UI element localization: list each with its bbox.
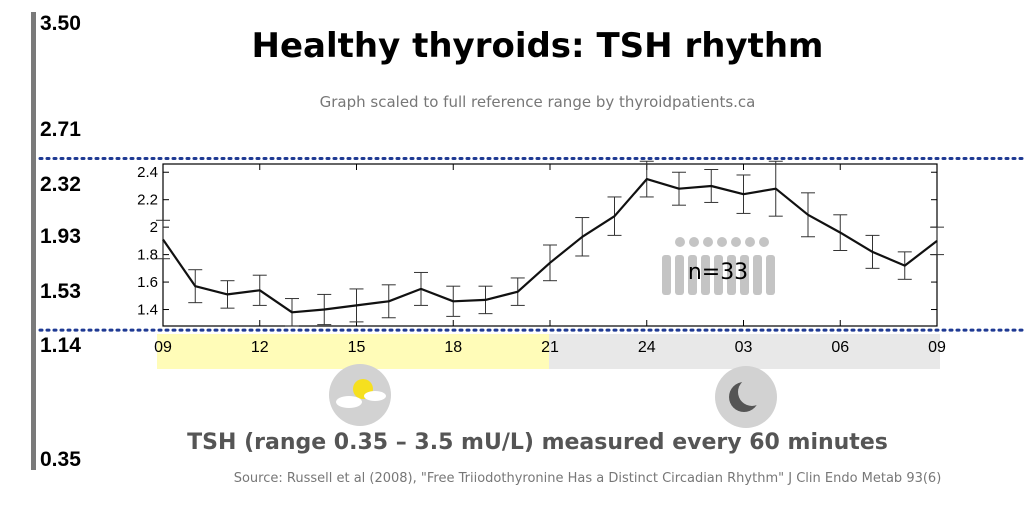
- x-tick-label: 09: [928, 339, 946, 356]
- y-tick-label: 1.4: [137, 302, 158, 319]
- x-axis-tick-labels: 09 12 15 18 21 24 03 06 09: [154, 339, 946, 356]
- range-scale-label: 2.32: [40, 173, 81, 196]
- x-tick-label: 15: [348, 339, 366, 356]
- y-tick-label: 2: [150, 219, 158, 236]
- reference-range-bar: [31, 12, 36, 470]
- daytime-band: [157, 334, 549, 369]
- range-scale-label: 2.71: [40, 118, 81, 141]
- chart-title: Healthy thyroids: TSH rhythm: [251, 26, 824, 66]
- range-scale-label: 3.50: [40, 12, 81, 35]
- x-tick-label: 12: [251, 339, 269, 356]
- sun-behind-cloud-icon: [329, 364, 391, 426]
- y-tick-label: 2.2: [137, 192, 158, 209]
- y-axis-tick-labels: 1.4 1.6 1.8 2 2.2 2.4: [137, 164, 158, 318]
- x-tick-label: 24: [638, 339, 656, 356]
- sample-size-label: n=33: [688, 260, 748, 285]
- crescent-moon-icon: [715, 366, 777, 428]
- x-tick-label: 06: [831, 339, 849, 356]
- y-tick-label: 1.8: [137, 247, 158, 264]
- x-tick-label: 21: [541, 339, 559, 356]
- y-tick-label: 2.4: [137, 164, 158, 181]
- people-group-icon: [662, 237, 775, 295]
- x-tick-label: 03: [735, 339, 753, 356]
- range-scale-label: 1.14: [40, 334, 81, 357]
- chart-subtitle: Graph scaled to full reference range by …: [319, 93, 756, 111]
- nighttime-band: [549, 334, 940, 369]
- range-scale-label: 1.53: [40, 280, 81, 303]
- source-citation: Source: Russell et al (2008), "Free Trii…: [233, 471, 942, 486]
- measurement-caption: TSH (range 0.35 – 3.5 mU/L) measured eve…: [187, 430, 888, 455]
- x-tick-label: 09: [154, 339, 172, 356]
- series-line: [162, 178, 938, 314]
- x-tick-label: 18: [444, 339, 462, 356]
- y-tick-label: 1.6: [137, 274, 158, 291]
- range-scale-label: 1.93: [40, 225, 81, 248]
- range-scale-label: 0.35: [40, 448, 81, 471]
